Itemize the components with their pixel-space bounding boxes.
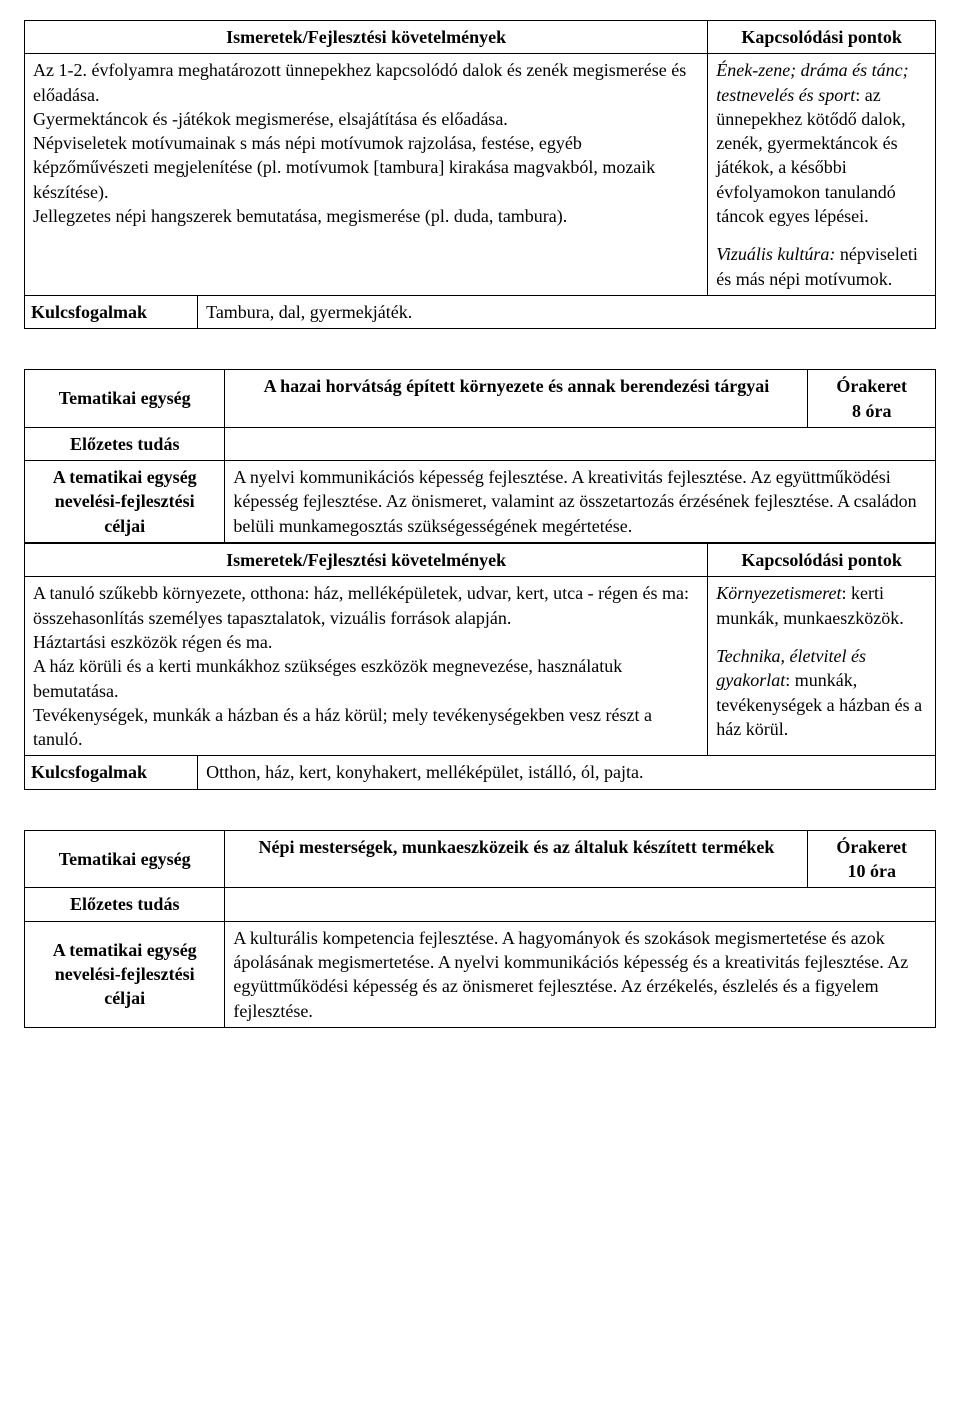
table3-hours-value: 10 óra — [847, 861, 896, 881]
table2-body-left: A tanuló szűkebb környezete, otthona: há… — [25, 577, 708, 756]
table1-header-left: Ismeretek/Fejlesztési követelmények — [25, 21, 708, 54]
table3-hours-label: Órakeret — [836, 837, 907, 857]
table2-row2-label: Előzetes tudás — [25, 427, 225, 460]
table2-body-right: Környezetismeret: kerti munkák, munkaesz… — [708, 577, 936, 756]
table2-row1-hours: Órakeret 8 óra — [808, 370, 936, 428]
table2-hours-label: Órakeret — [836, 376, 907, 396]
table2-header-right: Kapcsolódási pontok — [708, 544, 936, 577]
table2-row2-value — [225, 427, 936, 460]
table1-header-right: Kapcsolódási pontok — [708, 21, 936, 54]
table3-row1-label: Tematikai egység — [25, 830, 225, 888]
table3-row3-value: A kulturális kompetencia fejlesztése. A … — [225, 921, 936, 1027]
table2-header-left: Ismeretek/Fejlesztési követelmények — [25, 544, 708, 577]
table1-right-rest-1: : az ünnepekhez kötődő dalok, zenék, gye… — [716, 85, 905, 226]
table2-row3-value: A nyelvi kommunikációs képesség fejleszt… — [225, 461, 936, 543]
table-section-2: Tematikai egység A hazai horvátság építe… — [24, 369, 936, 543]
table2-row1-title: A hazai horvátság épített környezete és … — [225, 370, 808, 428]
table2-right-italic-1: Környezetismeret — [716, 583, 841, 603]
table2-kulcs-label: Kulcsfogalmak — [25, 756, 198, 789]
table-section-3: Tematikai egység Népi mesterségek, munka… — [24, 830, 936, 1028]
table1-body-right: Ének-zene; dráma és tánc; testnevelés és… — [708, 54, 936, 296]
table3-row1-hours: Órakeret 10 óra — [808, 830, 936, 888]
table3-row2-label: Előzetes tudás — [25, 888, 225, 921]
table-section-2b: Ismeretek/Fejlesztési követelmények Kapc… — [24, 543, 936, 790]
table2-row1-label: Tematikai egység — [25, 370, 225, 428]
table1-body-left: Az 1-2. évfolyamra meghatározott ünnepek… — [25, 54, 708, 296]
table3-row2-value — [225, 888, 936, 921]
table3-row1-title: Népi mesterségek, munkaeszközeik és az á… — [225, 830, 808, 888]
table1-kulcs-label: Kulcsfogalmak — [25, 295, 198, 328]
table1-right-italic-2: Vizuális kultúra: — [716, 244, 835, 264]
table2-row3-label: A tematikai egység nevelési-fejlesztési … — [25, 461, 225, 543]
table-section-1: Ismeretek/Fejlesztési követelmények Kapc… — [24, 20, 936, 329]
table3-row3-label: A tematikai egység nevelési-fejlesztési … — [25, 921, 225, 1027]
table1-kulcs-value: Tambura, dal, gyermekjáték. — [198, 295, 936, 328]
table2-hours-value: 8 óra — [852, 401, 892, 421]
table2-kulcs-value: Otthon, ház, kert, konyhakert, melléképü… — [198, 756, 936, 789]
